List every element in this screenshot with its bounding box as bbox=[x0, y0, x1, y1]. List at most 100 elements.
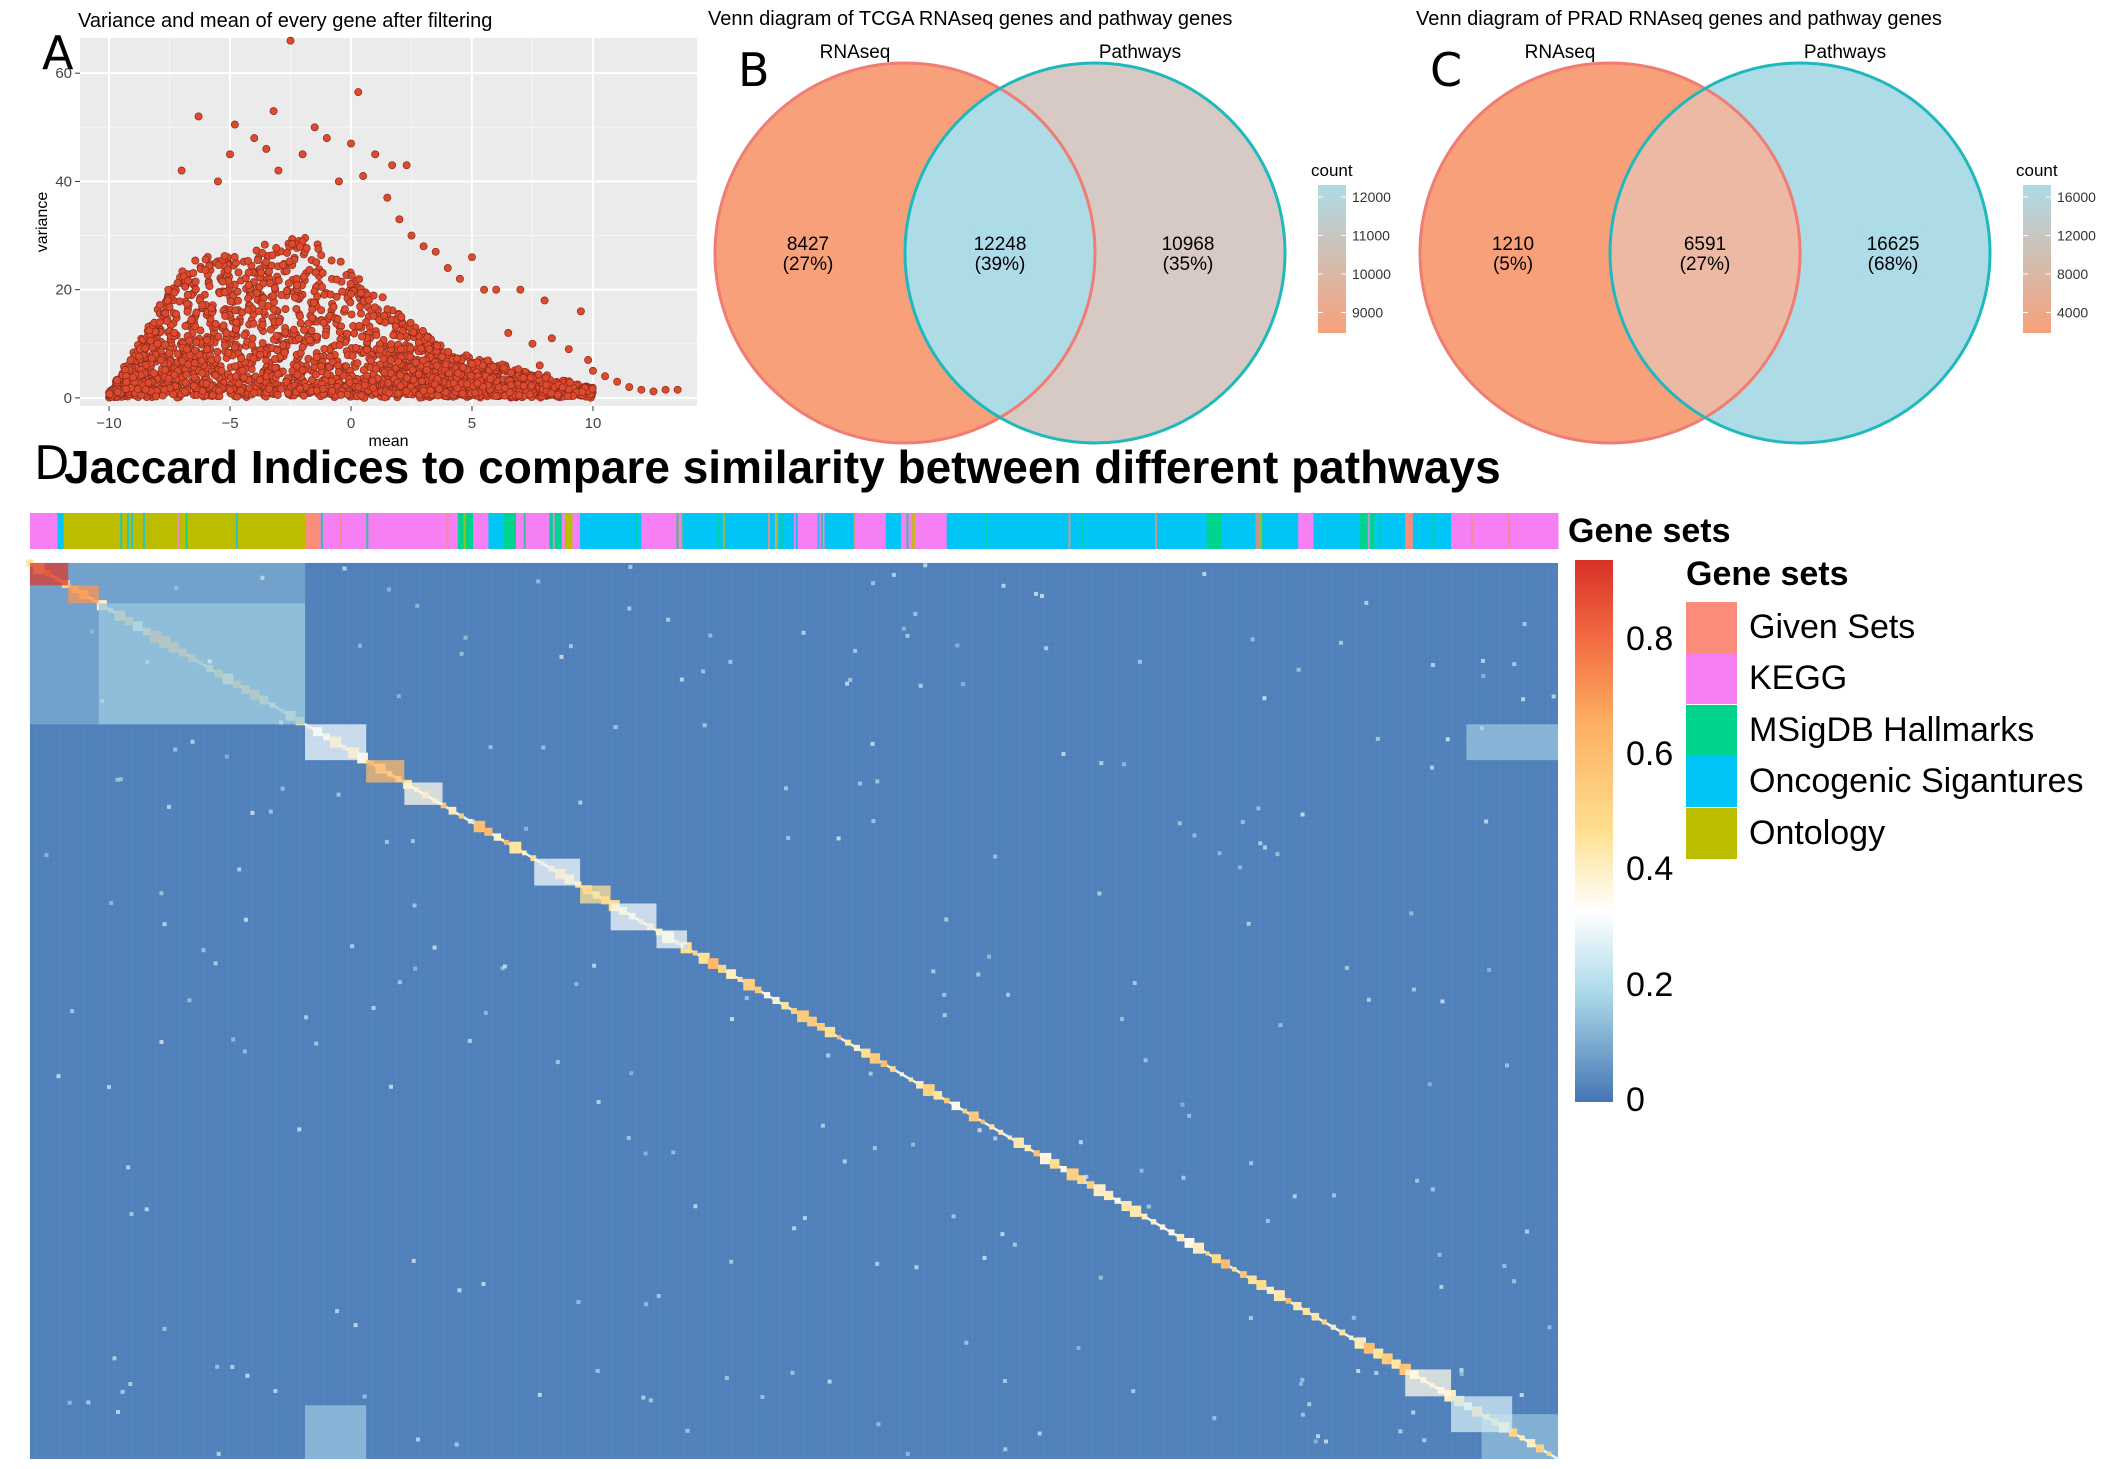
annotation-segment bbox=[794, 513, 826, 549]
heatmap-cell bbox=[1249, 1161, 1254, 1166]
heatmap-cell bbox=[503, 964, 507, 969]
heatmap-diagonal-cell bbox=[1373, 1348, 1384, 1359]
heatmap-cell bbox=[643, 1151, 648, 1156]
heatmap-cell bbox=[1181, 1175, 1186, 1180]
heatmap-cell bbox=[1143, 1058, 1148, 1063]
scatter-point bbox=[527, 381, 536, 390]
heatmap-cell bbox=[457, 1288, 462, 1293]
heatmap-cell bbox=[801, 630, 806, 635]
scatter-point bbox=[319, 384, 328, 393]
scatter-point bbox=[135, 352, 143, 361]
heatmap-diagonal-cell bbox=[1526, 1439, 1536, 1448]
heatmap-cell bbox=[1484, 819, 1489, 824]
scatter-point bbox=[307, 376, 316, 385]
scatter-point bbox=[500, 384, 509, 392]
scatter-point bbox=[345, 378, 354, 387]
scatter-point bbox=[272, 244, 281, 252]
venn-legend-tick-label: 16000 bbox=[2057, 189, 2096, 205]
scatter-point bbox=[245, 384, 254, 393]
legend-label: Given Sets bbox=[1749, 608, 1916, 646]
annotation-tick bbox=[767, 513, 770, 549]
scatter-point bbox=[386, 356, 395, 365]
annotation-tick bbox=[995, 513, 998, 549]
heatmap-cell bbox=[1313, 1439, 1318, 1444]
heatmap-cell bbox=[1120, 1017, 1125, 1022]
heatmap-cell bbox=[371, 1006, 376, 1010]
scatter-point bbox=[409, 375, 418, 384]
scatter-point bbox=[289, 325, 298, 334]
heatmap-diagonal-cell bbox=[1103, 1190, 1114, 1201]
scatter-point bbox=[489, 362, 498, 371]
heatmap-cell bbox=[1459, 1372, 1464, 1376]
scatter-point bbox=[328, 386, 337, 395]
heatmap-cell bbox=[1098, 1275, 1103, 1280]
venn-region-count: 12248 bbox=[974, 234, 1027, 255]
scatter-point bbox=[256, 268, 265, 277]
heatmap-cell bbox=[1422, 1438, 1427, 1443]
scatter-point bbox=[181, 322, 190, 330]
heatmap-diagonal-cell bbox=[1536, 1444, 1545, 1453]
annotation-tick bbox=[1155, 513, 1158, 549]
scatter-point bbox=[379, 354, 388, 363]
scatter-point bbox=[358, 332, 366, 341]
heatmap-cell bbox=[1296, 667, 1301, 672]
heatmap-cell bbox=[1131, 1389, 1136, 1394]
scatter-plot: −10 −5 0 5 10 0 20 40 60 mean variance bbox=[34, 36, 697, 450]
scatter-point bbox=[319, 318, 328, 327]
heatmap-cell bbox=[836, 836, 841, 841]
scatter-point bbox=[253, 256, 262, 265]
colorbar-tick-label: 0 bbox=[1626, 1081, 1645, 1119]
scatter-point bbox=[419, 242, 428, 251]
heatmap-cell bbox=[463, 635, 468, 640]
venn-diagram-c: RNAseq Pathways 1210(5%) 6591(27%) 16625(68%… bbox=[1418, 42, 2096, 445]
scatter-point bbox=[213, 177, 222, 186]
heatmap-cell bbox=[537, 1392, 542, 1397]
scatter-point bbox=[234, 379, 243, 388]
x-tick-label: 0 bbox=[347, 415, 355, 432]
heatmap-diagonal-cell bbox=[1192, 1242, 1204, 1254]
annotation-segment bbox=[549, 513, 563, 549]
heatmap-cell bbox=[304, 1015, 309, 1020]
venn-label-box bbox=[1861, 228, 1925, 276]
heatmap-cell bbox=[280, 786, 285, 791]
heatmap-diagonal-cell bbox=[509, 841, 522, 854]
heatmap-cell bbox=[1000, 1232, 1005, 1237]
heatmap-diagonal-cell bbox=[1168, 1229, 1175, 1236]
heatmap-cell bbox=[1097, 891, 1102, 896]
annotation-tick bbox=[585, 513, 588, 549]
annotation-tick bbox=[766, 513, 769, 549]
scatter-point bbox=[443, 264, 452, 272]
heatmap-diagonal-cell bbox=[944, 1097, 950, 1104]
scatter-point bbox=[514, 365, 523, 374]
heatmap-cell bbox=[1430, 1187, 1435, 1192]
scatter-point bbox=[258, 249, 267, 257]
scatter-point bbox=[335, 328, 344, 336]
heatmap-cell bbox=[1351, 1315, 1356, 1320]
scatter-point bbox=[406, 318, 415, 327]
heatmap-diagonal-cell bbox=[1248, 1275, 1257, 1285]
scatter-point bbox=[346, 280, 355, 288]
heatmap-diagonal-block bbox=[1405, 1369, 1452, 1397]
annotation-segment bbox=[1313, 513, 1360, 549]
heatmap-cell bbox=[488, 745, 493, 750]
heatmap-cell bbox=[871, 819, 876, 824]
heatmap-cell bbox=[500, 966, 505, 971]
heatmap-cell bbox=[1177, 821, 1182, 826]
heatmap-diagonal-cell bbox=[916, 1081, 924, 1089]
heatmap-cell bbox=[107, 1085, 111, 1090]
scatter-point bbox=[387, 340, 396, 349]
annotation-segment bbox=[855, 513, 887, 549]
heatmap-diagonal-block bbox=[366, 760, 405, 783]
scatter-point bbox=[175, 297, 184, 306]
heatmap-diagonal-cell bbox=[1159, 1224, 1166, 1230]
heatmap-cell bbox=[875, 1261, 880, 1266]
scatter-point bbox=[547, 334, 556, 343]
scatter-point bbox=[295, 384, 304, 393]
scatter-point bbox=[298, 150, 307, 159]
heatmap-diagonal-cell bbox=[880, 1060, 888, 1067]
heatmap-cell bbox=[1265, 1218, 1270, 1223]
heatmap-cell bbox=[1374, 1371, 1379, 1375]
heatmap-similarity-block bbox=[305, 1405, 367, 1459]
scatter-point bbox=[292, 274, 301, 283]
scatter-point bbox=[231, 372, 240, 381]
